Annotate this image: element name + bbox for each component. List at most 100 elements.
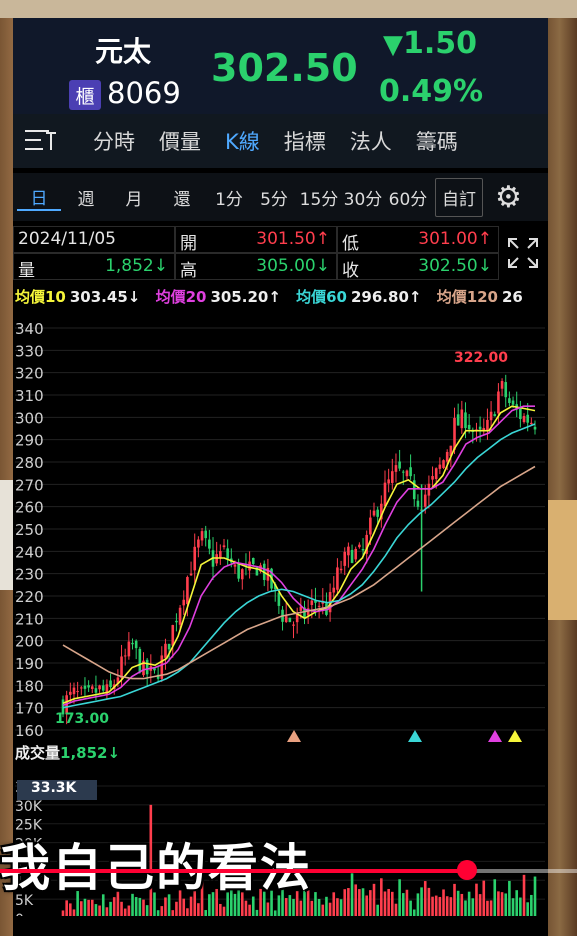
volume-cell: 量 1,852↓ [13, 253, 175, 281]
vol-tick-label: 30K [15, 799, 43, 815]
volume-bar [251, 896, 255, 916]
y-tick-label: 220 [15, 588, 44, 606]
volume-bar [233, 893, 237, 916]
volume-bar [244, 900, 248, 916]
tab-institutional[interactable]: 法人 [349, 130, 392, 154]
volume-bar [394, 903, 398, 916]
signal-marker [488, 730, 502, 742]
ma120-value: 26 [502, 288, 523, 306]
volume-bar [420, 887, 423, 916]
period-60min[interactable]: 60分 [388, 189, 428, 210]
volume-bar [175, 901, 178, 916]
change-value: 1.50 [403, 26, 478, 61]
volume-panel-title: 成交量1,852↓ [15, 742, 120, 763]
volume-bar [189, 896, 193, 916]
volume-bar [522, 874, 526, 916]
period-restored[interactable]: 還 [173, 189, 191, 210]
candle-body [105, 684, 109, 695]
volume-bar [134, 897, 138, 916]
volume-bar [314, 892, 317, 916]
price-change: ▼1.50 [383, 26, 477, 61]
tab-chips[interactable]: 籌碼 [415, 130, 458, 154]
y-tick-label: 340 [15, 320, 44, 338]
volume-bar [475, 883, 478, 916]
candle-body [240, 569, 244, 580]
candle-body [310, 600, 314, 605]
tab-kline[interactable]: K線 [225, 130, 260, 154]
open-value: 301.50↑ [256, 229, 330, 249]
period-month[interactable]: 月 [125, 189, 143, 210]
volume-cursor-badge: 33.3K [17, 780, 97, 800]
volume-bar [489, 900, 493, 916]
tab-price-volume[interactable]: 價量 [159, 130, 201, 154]
video-progress-bar[interactable] [0, 869, 577, 873]
volume-bar [94, 904, 98, 916]
period-1min[interactable]: 1分 [215, 189, 243, 210]
period-5min[interactable]: 5分 [260, 189, 288, 210]
candle-body [526, 414, 529, 423]
candle-body [83, 685, 87, 689]
menu-sort-icon[interactable] [13, 114, 69, 168]
candle-body [145, 659, 149, 675]
candle-body [376, 509, 379, 517]
volume-bar [248, 904, 251, 916]
kline-chart[interactable]: 340 330 320 310 300 290 280 270 260 250 240 230 220 2… [13, 306, 548, 916]
volume-title-value: 1,852↓ [60, 744, 121, 762]
candle-body [372, 510, 376, 516]
candle-body [120, 656, 123, 678]
ma-line [62, 465, 536, 680]
last-price: 302.50 [211, 46, 358, 90]
volume-bar [230, 889, 233, 916]
period-week[interactable]: 週 [77, 189, 95, 210]
period-custom[interactable]: 自訂 [435, 177, 483, 217]
high-value: 305.00↓ [256, 256, 330, 276]
candle-body [134, 640, 138, 649]
gear-icon[interactable]: ⚙ [495, 179, 522, 215]
candle-body [416, 500, 420, 507]
y-tick-label: 320 [15, 365, 44, 383]
tab-indicators[interactable]: 指標 [283, 130, 326, 154]
candle-body [251, 557, 255, 564]
volume-bar [438, 896, 442, 916]
signal-marker [287, 730, 301, 742]
high-cell: 高 305.00↓ [175, 253, 337, 281]
candle-body [142, 660, 145, 676]
volume-bar [471, 898, 475, 916]
tab-minute[interactable]: 分時 [93, 130, 135, 154]
volume-bar [69, 903, 72, 916]
volume-bar [533, 876, 537, 916]
volume-bar [153, 892, 156, 916]
ma20-value: 305.20↑ [210, 288, 281, 306]
volume-bar [145, 905, 149, 916]
volume-bar [493, 879, 497, 916]
high-annotation: 322.00 [454, 350, 508, 366]
candle-body [347, 546, 350, 556]
candle-body [394, 465, 398, 472]
period-15min[interactable]: 15分 [299, 189, 339, 210]
volume-bar [116, 891, 120, 916]
candle-body [90, 686, 94, 690]
candle-body [299, 606, 303, 611]
period-day[interactable]: 日 [17, 184, 61, 211]
candle-body [533, 426, 537, 430]
video-progress-handle[interactable] [457, 860, 478, 880]
candle-body [482, 428, 486, 432]
volume-bar [90, 899, 94, 916]
fullscreen-icon[interactable] [506, 236, 540, 270]
volume-bar [149, 804, 153, 916]
candle-body [405, 470, 409, 477]
volume-bar [193, 888, 197, 916]
volume-bar [423, 881, 427, 916]
volume-bar [120, 901, 123, 916]
close-value: 302.50↓ [418, 256, 492, 276]
volume-bar [317, 898, 321, 916]
candle-body [339, 568, 343, 571]
volume-bar [167, 894, 171, 916]
ma10-value: 303.45↓ [69, 288, 141, 306]
volume-bar [284, 898, 288, 916]
volume-bar [281, 888, 284, 916]
y-tick-label: 230 [15, 566, 44, 584]
candle-body [456, 414, 460, 426]
period-30min[interactable]: 30分 [343, 189, 383, 210]
y-tick-label: 190 [15, 655, 44, 673]
